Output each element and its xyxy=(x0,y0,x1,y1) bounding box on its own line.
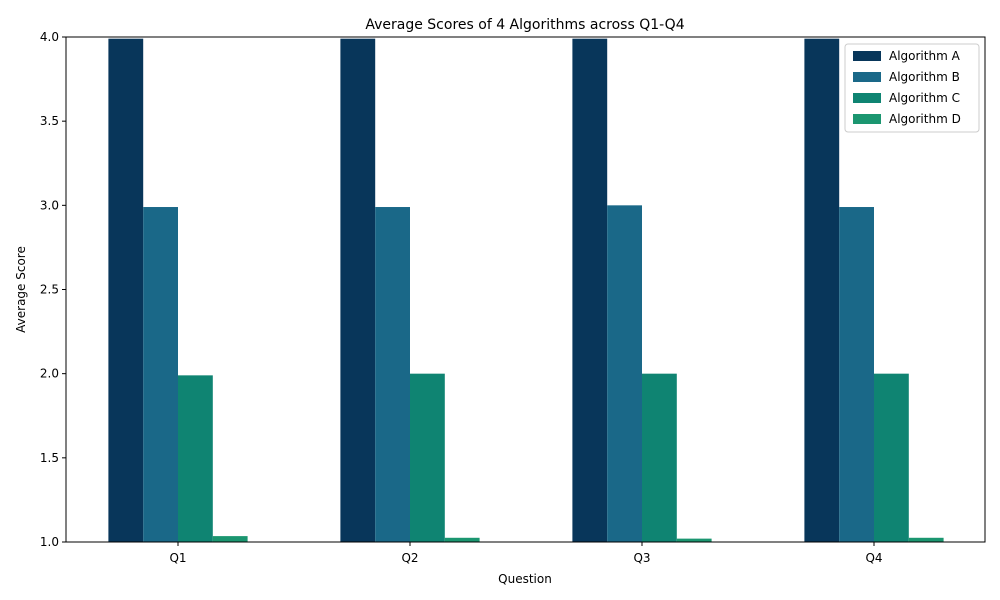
y-tick-label: 2.5 xyxy=(40,283,59,297)
bar-algorithm-c-q1 xyxy=(178,375,213,542)
y-tick-label: 1.0 xyxy=(40,535,59,549)
bar-algorithm-c-q2 xyxy=(410,373,445,542)
bar-algorithm-c-q4 xyxy=(874,373,909,542)
bar-algorithm-d-q1 xyxy=(212,536,248,542)
bar-algorithm-d-q3 xyxy=(676,538,712,542)
legend-label-algorithm-c: Algorithm C xyxy=(889,91,960,105)
bars-layer xyxy=(108,38,944,543)
legend: Algorithm A Algorithm B Algorithm C Algorit… xyxy=(844,43,980,133)
y-tick-label: 4.0 xyxy=(40,30,59,44)
bar-algorithm-d-q4 xyxy=(908,537,944,542)
bar-algorithm-d-q2 xyxy=(444,537,480,542)
legend-label-algorithm-d: Algorithm D xyxy=(889,112,961,126)
legend-box xyxy=(844,43,980,133)
chart-title: Average Scores of 4 Algorithms across Q1… xyxy=(365,17,684,33)
bar-algorithm-a-q3 xyxy=(572,38,608,543)
bar-algorithm-b-q2 xyxy=(375,207,410,542)
x-tick-label: Q3 xyxy=(633,551,650,565)
bar-algorithm-b-q4 xyxy=(839,207,874,542)
y-tick-label: 1.5 xyxy=(40,451,59,465)
legend-label-algorithm-a: Algorithm A xyxy=(889,49,961,63)
bar-algorithm-a-q4 xyxy=(804,38,840,543)
y-axis-label: Average Score xyxy=(14,246,28,333)
legend-label-algorithm-b: Algorithm B xyxy=(889,70,960,84)
y-tick-label: 3.0 xyxy=(40,198,59,212)
bar-algorithm-a-q1 xyxy=(108,38,144,543)
bar-algorithm-c-q3 xyxy=(642,373,677,542)
x-tick-label: Q1 xyxy=(169,551,186,565)
x-axis: Q1 Q2 Q3 Q4 xyxy=(169,542,883,565)
legend-swatch-algorithm-b xyxy=(853,72,881,82)
x-tick-label: Q2 xyxy=(401,551,418,565)
x-axis-label: Question xyxy=(498,572,552,586)
y-tick-label: 3.5 xyxy=(40,114,59,128)
bar-algorithm-b-q1 xyxy=(143,207,178,542)
legend-swatch-algorithm-a xyxy=(853,51,881,61)
legend-swatch-algorithm-c xyxy=(853,93,881,103)
y-axis: 1.0 1.5 2.0 2.5 3.0 3.5 4.0 xyxy=(40,30,66,549)
y-tick-label: 2.0 xyxy=(40,367,59,381)
bar-algorithm-a-q2 xyxy=(340,38,376,543)
bar-algorithm-b-q3 xyxy=(607,205,642,542)
x-tick-label: Q4 xyxy=(865,551,882,565)
legend-swatch-algorithm-d xyxy=(853,114,881,124)
